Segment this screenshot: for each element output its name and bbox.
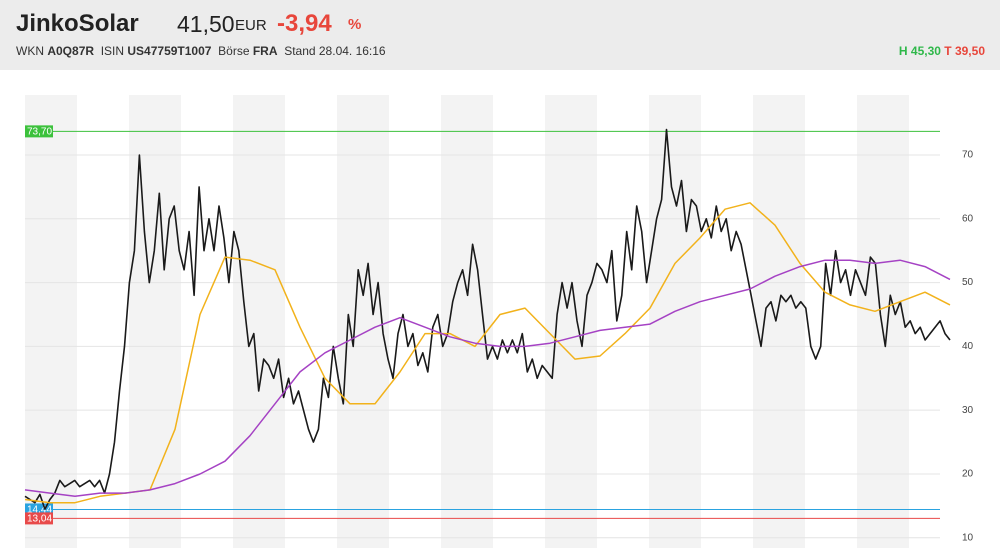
level-box [25,512,53,525]
price-line [24,128,951,510]
value: A0Q87R [47,44,95,58]
currency: EUR [235,17,267,34]
month-stripe [129,95,181,548]
y-tick-label: 20 [962,469,974,480]
month-stripe [545,95,597,548]
price-line [24,259,951,498]
y-tick-label: 50 [962,277,974,288]
level-label: 14,44 [27,505,52,516]
y-tick-label: 60 [962,213,974,224]
change: -3,94 [277,10,332,37]
y-tick-label: 30 [962,405,974,416]
level-label: 73,70 [27,127,52,138]
change-unit: % [348,16,362,33]
month-stripe [753,95,805,548]
month-stripe [337,95,389,548]
header: JinkoSolar 41,50 EUR -3,94 % WKN A0Q87R … [0,0,1000,70]
low: T 39,50 [944,44,985,58]
value: FRA [252,44,278,58]
level-label: 13,04 [27,514,52,525]
month-stripe [857,95,909,548]
y-tick-label: 70 [962,150,974,161]
y-tick-label: 40 [962,341,974,352]
value: US47759T1007 [127,44,212,58]
label: Börse [218,44,250,58]
range: H 45,30 T 39,50 [899,44,985,58]
label: ISIN [100,44,125,58]
month-stripe [233,95,285,548]
y-tick-label: 10 [962,532,974,543]
month-stripe [649,95,701,548]
month-stripe [25,95,77,548]
price: 41,50 [177,11,235,37]
price-line [24,202,951,504]
level-box [25,125,53,138]
meta: WKN A0Q87R ISIN US47759T1007 Börse FRA S… [16,44,386,58]
high: H 45,30 [898,44,941,58]
stock-name: JinkoSolar [16,10,139,37]
stand: Stand 28.04. 16:16 [284,44,386,58]
label: WKN [16,44,44,58]
